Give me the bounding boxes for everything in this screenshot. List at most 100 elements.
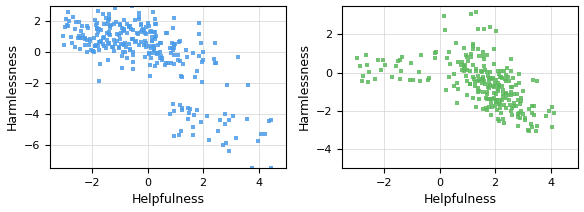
Point bbox=[176, 103, 185, 107]
Point bbox=[374, 59, 383, 62]
Point bbox=[357, 79, 367, 83]
Point bbox=[453, 87, 462, 91]
Point bbox=[138, 28, 147, 31]
Point bbox=[92, 33, 101, 36]
Point bbox=[179, 63, 188, 66]
Point bbox=[98, 42, 107, 45]
Point bbox=[481, 97, 491, 100]
Point bbox=[129, 37, 138, 40]
Point bbox=[82, 39, 92, 42]
Point bbox=[160, 63, 169, 66]
Point bbox=[493, 87, 502, 90]
X-axis label: Helpfulness: Helpfulness bbox=[424, 193, 497, 206]
Point bbox=[116, 37, 125, 40]
Point bbox=[118, 26, 127, 29]
Point bbox=[169, 17, 179, 20]
Point bbox=[92, 27, 101, 30]
Point bbox=[496, 69, 506, 73]
Point bbox=[485, 70, 495, 73]
Point bbox=[501, 106, 510, 109]
Point bbox=[137, 28, 147, 32]
Point bbox=[492, 108, 502, 112]
Point bbox=[488, 76, 498, 80]
Point bbox=[154, 52, 163, 55]
Point bbox=[169, 134, 179, 138]
Point bbox=[466, 53, 475, 56]
Point bbox=[122, 31, 131, 35]
Point bbox=[463, 60, 472, 63]
Point bbox=[266, 119, 276, 122]
Point bbox=[145, 64, 155, 67]
Point bbox=[183, 106, 193, 110]
Point bbox=[151, 30, 160, 33]
Point bbox=[94, 48, 103, 52]
Point bbox=[449, 72, 458, 75]
Point bbox=[149, 47, 158, 51]
Point bbox=[532, 124, 541, 127]
Point bbox=[549, 111, 558, 114]
Point bbox=[502, 92, 511, 95]
Point bbox=[253, 139, 262, 143]
Point bbox=[496, 112, 506, 115]
Y-axis label: Harmlessness: Harmlessness bbox=[298, 43, 311, 130]
Point bbox=[492, 101, 501, 104]
Point bbox=[190, 75, 199, 78]
Point bbox=[151, 22, 160, 25]
Point bbox=[168, 46, 177, 49]
Point bbox=[148, 39, 157, 42]
Point bbox=[425, 76, 434, 80]
Point bbox=[486, 101, 496, 105]
Point bbox=[169, 43, 179, 46]
Point bbox=[478, 55, 488, 58]
Point bbox=[163, 61, 172, 64]
Point bbox=[102, 46, 111, 49]
Point bbox=[197, 60, 207, 64]
Point bbox=[89, 50, 99, 53]
Point bbox=[519, 89, 528, 92]
Point bbox=[198, 58, 207, 61]
Point bbox=[110, 49, 119, 52]
Point bbox=[485, 83, 494, 87]
Point bbox=[175, 133, 184, 136]
Point bbox=[94, 79, 103, 83]
Point bbox=[506, 57, 516, 61]
Point bbox=[524, 128, 533, 132]
Point bbox=[492, 29, 501, 32]
Point bbox=[169, 43, 178, 47]
Point bbox=[529, 113, 538, 116]
Point bbox=[110, 43, 119, 46]
Point bbox=[153, 44, 162, 47]
Point bbox=[460, 67, 470, 70]
Point bbox=[493, 98, 502, 102]
Point bbox=[516, 99, 526, 102]
Point bbox=[474, 97, 484, 101]
Point bbox=[124, 26, 133, 29]
Point bbox=[513, 115, 522, 119]
Point bbox=[169, 54, 178, 57]
Point bbox=[485, 76, 495, 80]
Point bbox=[495, 83, 504, 86]
Point bbox=[474, 90, 483, 94]
Point bbox=[484, 77, 493, 81]
Point bbox=[479, 64, 488, 67]
Point bbox=[496, 75, 505, 78]
Point bbox=[500, 104, 509, 107]
Point bbox=[470, 80, 479, 83]
Point bbox=[454, 61, 463, 64]
Point bbox=[415, 70, 424, 74]
Point bbox=[481, 107, 491, 110]
Point bbox=[75, 20, 84, 23]
Point bbox=[528, 125, 537, 129]
Point bbox=[395, 77, 405, 81]
Point bbox=[173, 59, 183, 62]
Point bbox=[488, 85, 498, 88]
Point bbox=[231, 137, 241, 140]
Point bbox=[203, 115, 212, 118]
Point bbox=[192, 69, 201, 72]
Point bbox=[453, 81, 462, 85]
Point bbox=[487, 105, 496, 108]
Point bbox=[450, 84, 459, 87]
Point bbox=[479, 90, 488, 94]
Point bbox=[362, 63, 371, 67]
Point bbox=[432, 50, 441, 53]
